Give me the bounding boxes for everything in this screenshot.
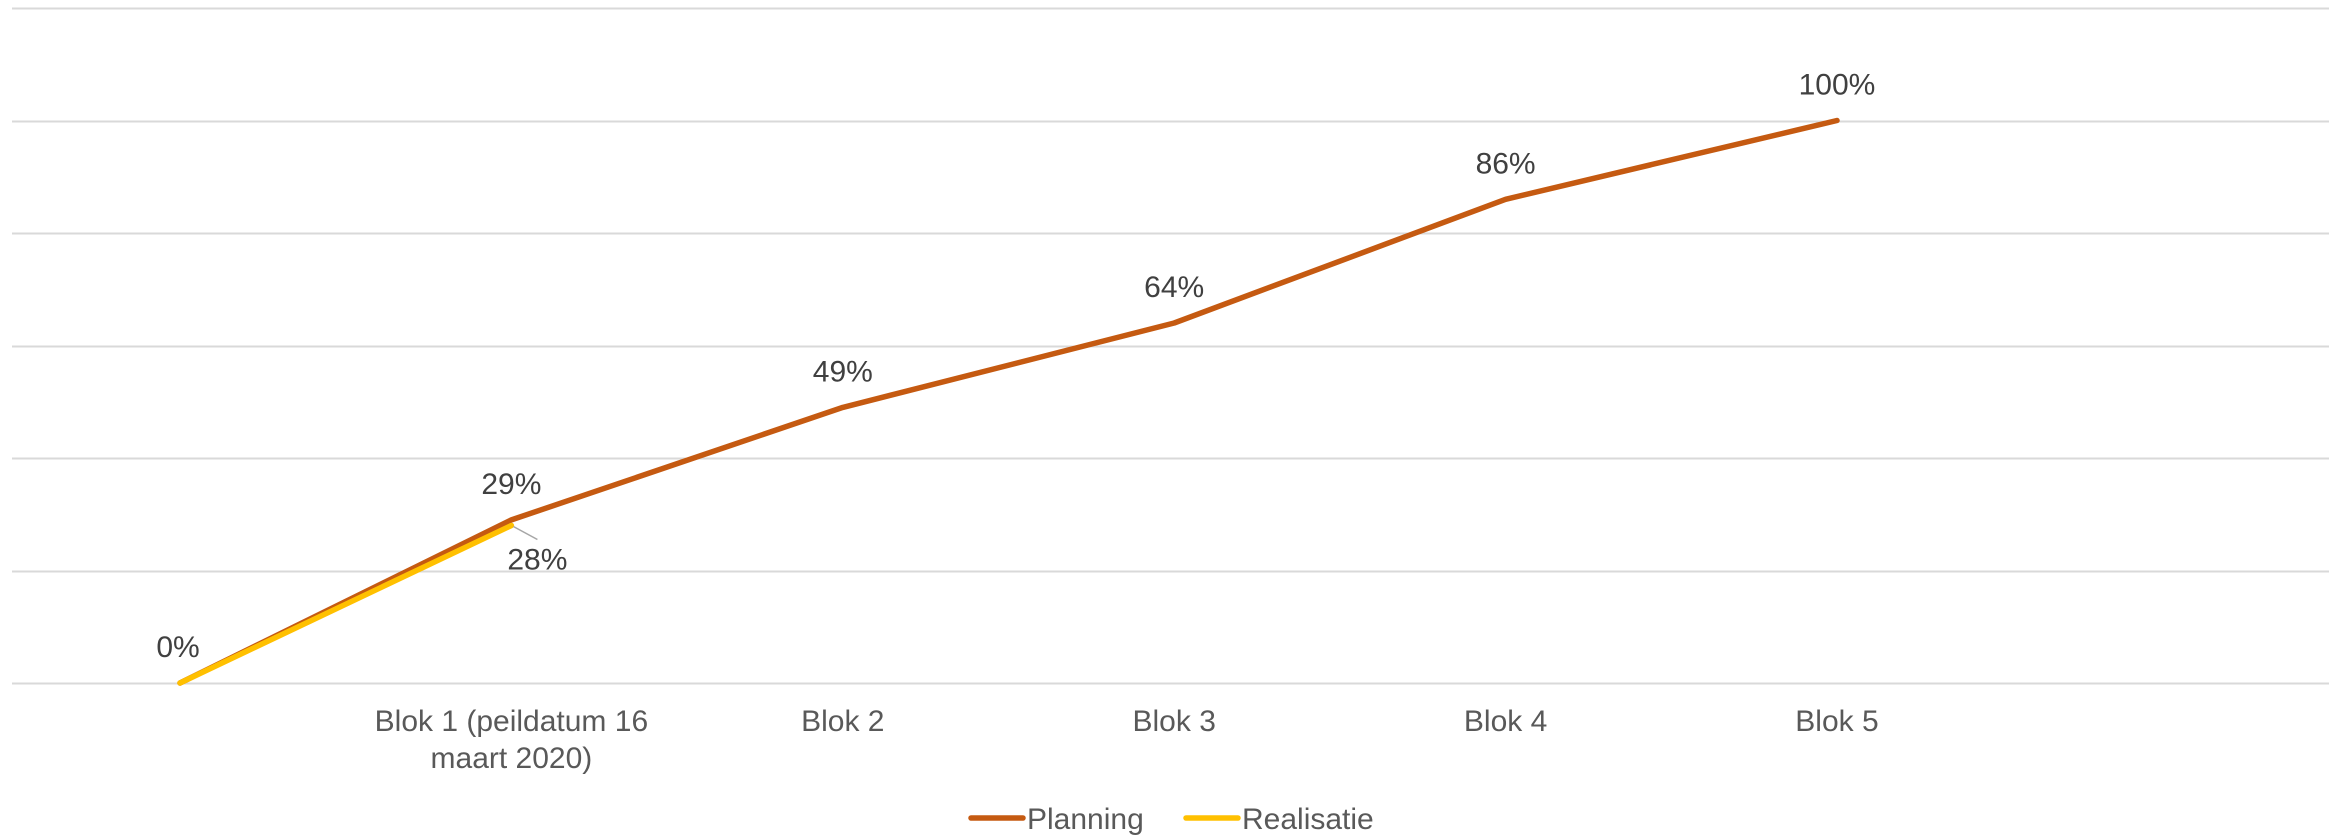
data-labels: 0% 29% 49% 64% 86% 100% 28% — [156, 69, 1875, 665]
data-label-planning-2: 49% — [813, 355, 873, 388]
legend: Planning Realisatie — [968, 803, 1374, 836]
plot-lines — [177, 117, 1840, 686]
x-tick-label-2: Blok 2 — [801, 705, 884, 738]
label-leaders — [513, 525, 538, 541]
series-line-realisatie — [177, 522, 515, 686]
x-axis-ticks: Blok 1 (peildatum 16 maart 2020) Blok 2 Blo… — [375, 705, 1879, 775]
x-tick-label-3: Blok 3 — [1133, 705, 1216, 738]
data-label-planning-0: 0% — [156, 631, 199, 664]
data-label-realisatie-1: 28% — [507, 544, 567, 577]
gridlines — [12, 7, 2329, 685]
x-tick-label-5: Blok 5 — [1795, 705, 1878, 738]
data-label-planning-3: 64% — [1144, 271, 1204, 304]
x-tick-label-1: Blok 1 (peildatum 16 maart 2020) — [375, 705, 649, 775]
leader-line-realisatie-1 — [513, 525, 538, 541]
series-line-planning — [177, 117, 1840, 686]
data-label-planning-1: 29% — [481, 468, 541, 501]
legend-label-planning: Planning — [1027, 803, 1144, 836]
legend-label-realisatie: Realisatie — [1242, 803, 1374, 836]
data-label-planning-5: 100% — [1799, 69, 1876, 102]
x-tick-label-4: Blok 4 — [1464, 705, 1547, 738]
data-label-planning-4: 86% — [1476, 147, 1536, 180]
